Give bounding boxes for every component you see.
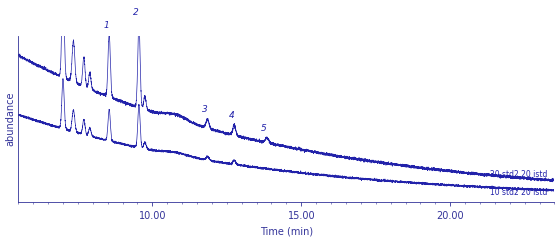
Y-axis label: abundance: abundance	[6, 91, 16, 146]
Text: 5: 5	[261, 124, 267, 133]
Text: 4: 4	[228, 111, 234, 120]
Text: 10 std2 20 istd: 10 std2 20 istd	[489, 188, 547, 197]
Text: 20 std2 20 istd: 20 std2 20 istd	[489, 169, 547, 179]
Text: 2: 2	[133, 8, 139, 17]
X-axis label: Time (min): Time (min)	[260, 227, 313, 236]
Text: 3: 3	[202, 105, 207, 114]
Text: 1: 1	[104, 21, 109, 30]
